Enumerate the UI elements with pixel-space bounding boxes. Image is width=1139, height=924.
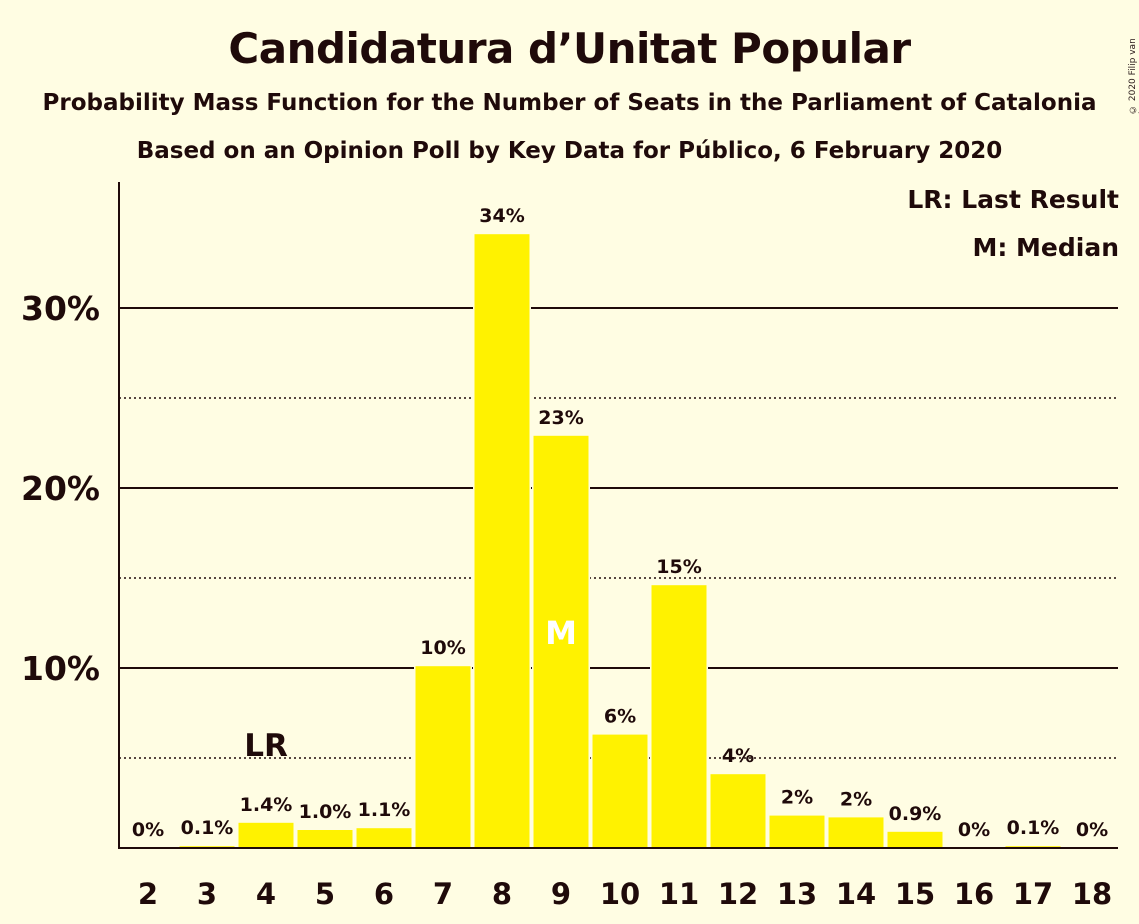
bar-value-label-16: 0% xyxy=(958,819,990,841)
bar-13 xyxy=(768,814,826,850)
x-tick-label-18: 18 xyxy=(1072,877,1112,911)
x-tick-label-5: 5 xyxy=(315,877,335,911)
bar-value-label-8: 34% xyxy=(479,205,524,227)
bar-value-label-18: 0% xyxy=(1076,819,1108,841)
x-tick-label-17: 17 xyxy=(1013,877,1053,911)
bar-8 xyxy=(473,232,531,850)
x-tick-label-3: 3 xyxy=(197,877,217,911)
bar-value-label-13: 2% xyxy=(781,787,813,809)
bar-value-label-17: 0.1% xyxy=(1007,817,1060,839)
bar-value-label-7: 10% xyxy=(420,637,465,659)
bar-7 xyxy=(414,664,472,850)
bar-value-label-12: 4% xyxy=(722,745,754,767)
x-tick-label-10: 10 xyxy=(600,877,640,911)
bar-10 xyxy=(591,733,649,850)
y-tick-label-10: 10% xyxy=(21,649,100,688)
bar-value-label-9: 23% xyxy=(538,407,583,429)
x-tick-label-16: 16 xyxy=(954,877,994,911)
x-tick-label-13: 13 xyxy=(777,877,817,911)
bar-6 xyxy=(355,826,413,850)
gridlines xyxy=(119,307,1118,759)
bar-14 xyxy=(827,815,885,850)
bar-value-label-2: 0% xyxy=(132,819,164,841)
x-tick-label-15: 15 xyxy=(895,877,935,911)
x-tick-label-2: 2 xyxy=(138,877,158,911)
y-tick-label-30: 30% xyxy=(21,289,100,328)
bar-value-label-11: 15% xyxy=(656,556,701,578)
y-tick-label-20: 20% xyxy=(21,469,100,508)
legend-last-result: LR: Last Result xyxy=(907,185,1119,214)
chart-subtitle-pmf: Probability Mass Function for the Number… xyxy=(42,90,1097,116)
bar-value-label-5: 1.0% xyxy=(299,801,352,823)
bar-15 xyxy=(886,830,944,850)
bar-value-labels: 0% 0.1% 1.4% 1.0% 1.1% 10% 34% 23% 6% 15% 4% 2% 2% 0.… xyxy=(132,205,1108,841)
bar-4 xyxy=(237,821,295,850)
x-tick-label-6: 6 xyxy=(374,877,394,911)
bar-9 xyxy=(532,434,590,850)
bar-5 xyxy=(296,828,354,850)
bars xyxy=(178,232,1062,850)
x-tick-label-4: 4 xyxy=(256,877,276,911)
bar-value-label-15: 0.9% xyxy=(889,803,942,825)
chart-subtitle-poll: Based on an Opinion Poll by Key Data for… xyxy=(136,138,1003,164)
bar-value-label-3: 0.1% xyxy=(181,817,234,839)
bar-12 xyxy=(709,772,767,850)
x-tick-label-9: 9 xyxy=(551,877,571,911)
bar-value-label-10: 6% xyxy=(604,706,636,728)
bar-value-label-14: 2% xyxy=(840,788,872,810)
bar-11 xyxy=(650,583,708,850)
legend-median: M: Median xyxy=(972,233,1119,262)
last-result-marker: LR xyxy=(244,728,288,764)
median-marker: M xyxy=(545,614,577,652)
x-tick-label-12: 12 xyxy=(718,877,758,911)
x-tick-label-8: 8 xyxy=(492,877,512,911)
bar-value-label-6: 1.1% xyxy=(358,799,411,821)
axes: 10% 20% 30% 2 3 4 5 6 7 8 9 10 11 12 13 14 15 16 17 18 xyxy=(21,182,1118,911)
x-tick-label-11: 11 xyxy=(659,877,699,911)
x-tick-label-14: 14 xyxy=(836,877,876,911)
chart-title: Candidatura d’Unitat Popular xyxy=(228,24,911,73)
x-tick-label-7: 7 xyxy=(433,877,453,911)
bar-value-label-4: 1.4% xyxy=(240,794,293,816)
